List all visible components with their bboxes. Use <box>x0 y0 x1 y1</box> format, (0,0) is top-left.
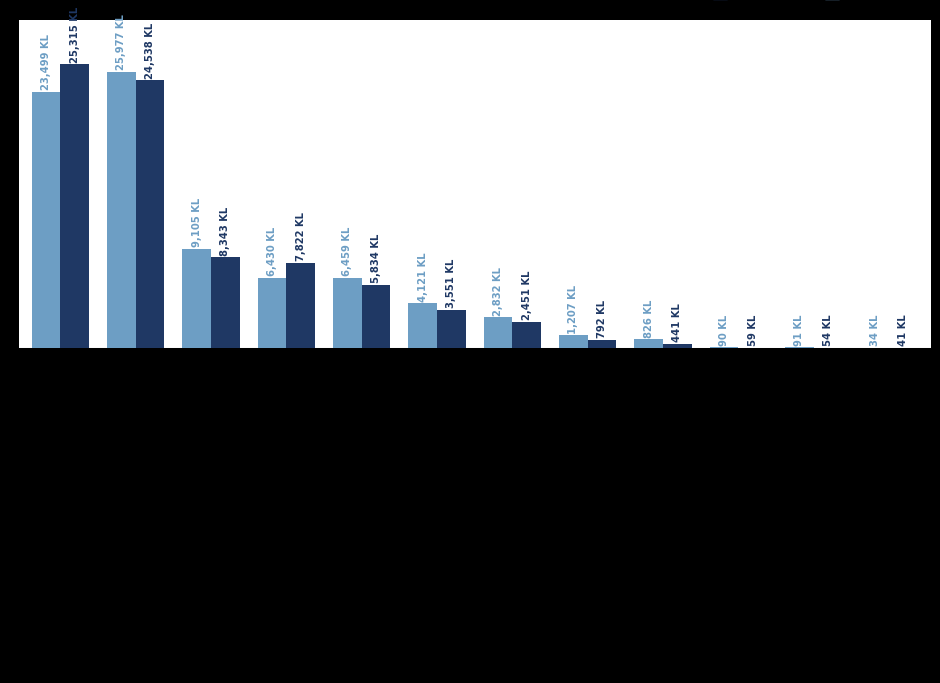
Text: 23,499 KL: 23,499 KL <box>41 34 51 90</box>
Text: 4,121 KL: 4,121 KL <box>417 252 428 302</box>
Bar <box>588 339 617 348</box>
Text: 792 KL: 792 KL <box>597 300 607 338</box>
Bar <box>484 318 512 348</box>
Bar <box>258 278 287 348</box>
Text: 9,105 KL: 9,105 KL <box>192 198 202 247</box>
Text: 91 KL: 91 KL <box>794 314 805 346</box>
Bar <box>287 263 315 348</box>
Text: 2,832 KL: 2,832 KL <box>494 267 503 316</box>
Text: 59 KL: 59 KL <box>747 315 758 346</box>
Bar <box>211 257 240 348</box>
Text: 441 KL: 441 KL <box>672 303 682 342</box>
Legend: 2017-2018, 2018-2019: 2017-2018, 2018-2019 <box>708 0 931 6</box>
Text: 34 KL: 34 KL <box>870 315 880 346</box>
Text: 8,343 KL: 8,343 KL <box>220 206 230 255</box>
Text: 5,834 KL: 5,834 KL <box>371 234 381 283</box>
Bar <box>182 249 211 348</box>
Text: 90 KL: 90 KL <box>719 314 729 346</box>
Bar <box>634 339 663 348</box>
Text: 54 KL: 54 KL <box>823 314 833 346</box>
Text: 2,451 KL: 2,451 KL <box>522 270 532 320</box>
Text: 25,977 KL: 25,977 KL <box>117 14 126 70</box>
Bar <box>107 72 135 348</box>
Bar <box>32 92 60 348</box>
Text: 41 KL: 41 KL <box>899 314 908 346</box>
Text: 1,207 KL: 1,207 KL <box>569 284 578 333</box>
Text: 7,822 KL: 7,822 KL <box>295 212 306 261</box>
Text: 3,551 KL: 3,551 KL <box>446 258 456 308</box>
Text: 24,538 KL: 24,538 KL <box>145 23 155 79</box>
Bar <box>333 278 362 348</box>
Bar <box>408 303 437 348</box>
Bar <box>663 344 692 348</box>
Bar <box>60 64 89 348</box>
Bar <box>135 80 164 348</box>
Text: 25,315 KL: 25,315 KL <box>70 7 80 63</box>
Text: 6,459 KL: 6,459 KL <box>342 227 352 276</box>
Text: 826 KL: 826 KL <box>644 299 654 337</box>
Bar <box>362 285 390 348</box>
Text: 6,430 KL: 6,430 KL <box>267 227 277 277</box>
Bar <box>437 309 465 348</box>
Bar <box>559 335 588 348</box>
Bar <box>512 322 541 348</box>
